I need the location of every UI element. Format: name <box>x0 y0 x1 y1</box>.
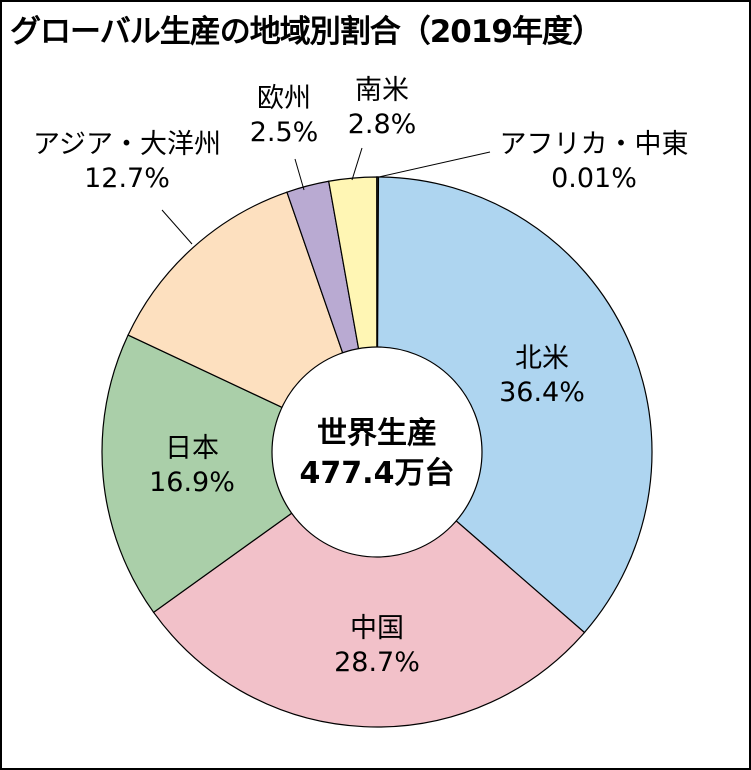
slice-1 <box>152 451 586 728</box>
center-label: 世界生産 477.4万台 <box>300 414 455 494</box>
center-label-line2: 477.4万台 <box>299 456 455 491</box>
label-north-america: 北米 36.4% <box>499 343 585 408</box>
slice-0 <box>376 176 653 634</box>
label-china: 中国 28.7% <box>334 613 420 678</box>
donut-hole <box>271 346 483 558</box>
leader-line-asia <box>161 209 193 245</box>
label-south-america: 南米 2.8% <box>347 75 417 140</box>
slice-2 <box>101 334 379 614</box>
leader-line-europe <box>294 158 305 191</box>
leader-line-south-america <box>351 147 363 181</box>
label-asia-oceania: アジア・大洋州 12.7% <box>33 129 221 194</box>
chart-title: グローバル生産の地域別割合（2019年度） <box>10 14 603 50</box>
leader-line-africa <box>378 151 491 178</box>
center-label-line1: 世界生産 <box>317 416 437 451</box>
label-europe: 欧州 2.5% <box>249 83 319 148</box>
label-japan: 日本 16.9% <box>149 433 235 498</box>
label-africa-middle-east: アフリカ・中東 0.01% <box>499 129 689 194</box>
